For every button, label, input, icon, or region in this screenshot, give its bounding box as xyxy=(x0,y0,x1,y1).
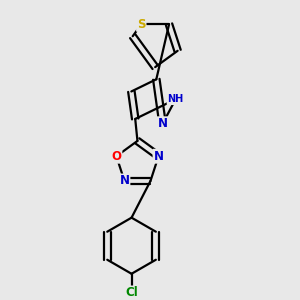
Text: O: O xyxy=(111,150,122,163)
Text: S: S xyxy=(137,18,146,31)
Text: N: N xyxy=(158,117,168,130)
Text: N: N xyxy=(119,175,129,188)
Text: Cl: Cl xyxy=(125,286,138,299)
Text: NH: NH xyxy=(167,94,184,104)
Text: N: N xyxy=(154,150,164,163)
